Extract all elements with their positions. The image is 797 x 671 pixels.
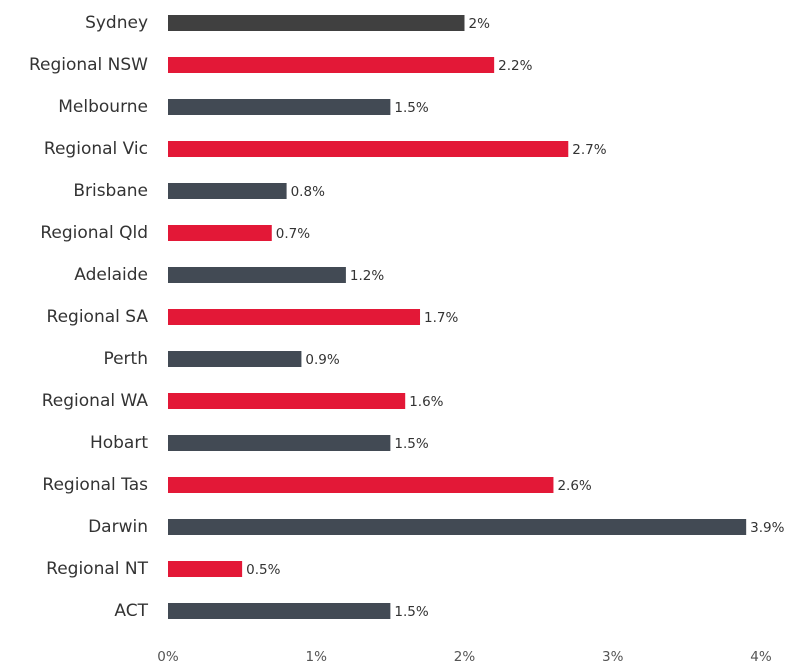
value-label: 1.5% bbox=[394, 436, 428, 452]
bar-regional-vic bbox=[168, 141, 569, 157]
category-label: Regional Tas bbox=[42, 475, 148, 495]
x-tick-label: 2% bbox=[454, 649, 476, 665]
category-label: Perth bbox=[103, 349, 148, 369]
category-label: Regional NT bbox=[46, 559, 148, 579]
bar-act bbox=[168, 603, 391, 619]
category-label: Regional WA bbox=[42, 391, 149, 411]
value-label: 3.9% bbox=[750, 520, 784, 536]
category-label: Regional NSW bbox=[29, 55, 148, 75]
value-label: 1.7% bbox=[424, 310, 458, 326]
bar-melbourne bbox=[168, 99, 391, 115]
bar-regional-tas bbox=[168, 477, 554, 493]
bars-group bbox=[168, 15, 747, 619]
bar-regional-wa bbox=[168, 393, 406, 409]
value-label: 1.2% bbox=[350, 268, 384, 284]
value-label: 0.9% bbox=[305, 352, 339, 368]
bar-adelaide bbox=[168, 267, 346, 283]
bar-brisbane bbox=[168, 183, 287, 199]
x-tick-label: 1% bbox=[306, 649, 328, 665]
value-label: 1.5% bbox=[394, 100, 428, 116]
value-label: 0.7% bbox=[276, 226, 310, 242]
category-label: Hobart bbox=[90, 433, 148, 453]
x-axis-ticks-group: 0% 1% 2% 3% 4% bbox=[157, 649, 772, 665]
category-label: ACT bbox=[114, 601, 148, 621]
value-label: 0.5% bbox=[246, 562, 280, 578]
category-label: Darwin bbox=[88, 517, 148, 537]
category-label: Brisbane bbox=[73, 181, 148, 201]
x-tick-label: 3% bbox=[602, 649, 624, 665]
x-tick-label: 0% bbox=[157, 649, 179, 665]
bar-sydney bbox=[168, 15, 465, 31]
value-label: 0.8% bbox=[291, 184, 325, 200]
bar-regional-qld bbox=[168, 225, 272, 241]
category-labels-group: Sydney Regional NSW Melbourne Regional Vic B… bbox=[29, 13, 149, 621]
bar-perth bbox=[168, 351, 302, 367]
category-label: Regional Vic bbox=[44, 139, 148, 159]
bar-hobart bbox=[168, 435, 391, 451]
bar-regional-nsw bbox=[168, 57, 495, 73]
category-label: Regional Qld bbox=[40, 223, 148, 243]
value-labels-group: 2% 2.2% 1.5% 2.7% 0.8% 0.7% 1.2% 1.7% 0.9% 1.6% 1.… bbox=[246, 16, 785, 620]
value-label: 2.6% bbox=[557, 478, 591, 494]
bar-regional-sa bbox=[168, 309, 421, 325]
value-label: 2.2% bbox=[498, 58, 532, 74]
value-label: 1.6% bbox=[409, 394, 443, 410]
value-label: 1.5% bbox=[394, 604, 428, 620]
category-label: Regional SA bbox=[47, 307, 149, 327]
category-label: Melbourne bbox=[58, 97, 148, 117]
value-label: 2.7% bbox=[572, 142, 606, 158]
category-label: Sydney bbox=[85, 13, 148, 33]
bar-darwin bbox=[168, 519, 747, 535]
x-tick-label: 4% bbox=[750, 649, 772, 665]
category-label: Adelaide bbox=[74, 265, 148, 285]
bar-regional-nt bbox=[168, 561, 243, 577]
value-label: 2% bbox=[469, 16, 491, 32]
